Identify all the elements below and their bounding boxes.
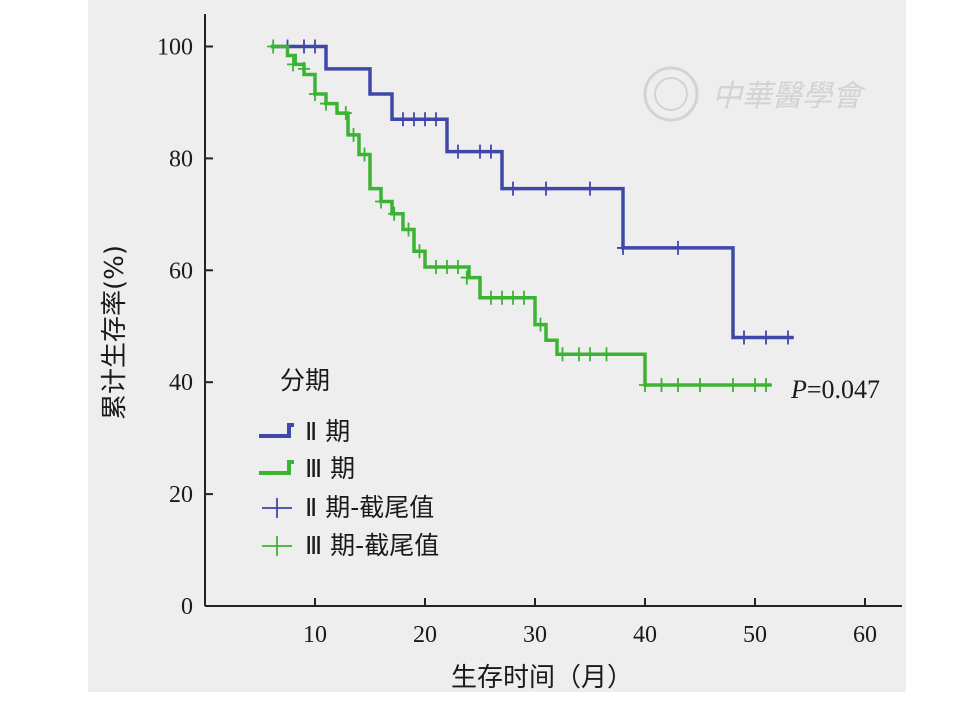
censor-mark: [672, 377, 684, 392]
censor-mark: [518, 290, 530, 305]
censor-mark: [474, 144, 486, 159]
series-stage2: [271, 39, 794, 345]
censor-mark: [573, 347, 585, 362]
censor-mark: [485, 290, 497, 305]
censor-mark: [584, 347, 596, 362]
legend-label-stage3-censored: Ⅲ 期-截尾值: [305, 531, 439, 560]
censor-mark: [402, 222, 415, 237]
y-axis-title: 累计生存率(%): [100, 245, 130, 420]
p-value-annotation: P=0.047: [790, 375, 880, 404]
watermark-text: 中華醫學會: [712, 79, 866, 114]
censor-mark: [430, 112, 442, 127]
censor-mark: [600, 347, 613, 362]
censor-mark: [298, 61, 310, 76]
x-axis-title: 生存时间（月）: [451, 663, 633, 693]
censor-mark: [262, 498, 292, 518]
x-tick-label: 10: [303, 622, 327, 648]
censor-mark: [507, 290, 519, 305]
legend-label-stage2: Ⅱ 期: [305, 417, 350, 446]
censor-mark: [309, 87, 321, 102]
censor-mark: [298, 39, 310, 54]
watermark-seal-icon: [643, 66, 699, 122]
x-tick-label: 40: [633, 622, 657, 648]
y-tick-label: 0: [181, 594, 193, 620]
x-tick-label: 50: [743, 622, 767, 648]
censor-mark: [694, 377, 706, 392]
legend: 分期 Ⅱ 期 Ⅲ 期 Ⅱ 期-截尾值 Ⅲ 期-截尾值: [259, 366, 439, 560]
censor-mark: [320, 96, 332, 111]
y-tick-label: 80: [169, 146, 193, 172]
censor-mark: [556, 347, 569, 362]
censor-mark: [485, 144, 497, 159]
y-tick-label: 40: [169, 370, 193, 396]
legend-censor-marker-stage3: [262, 536, 292, 556]
censor-mark: [441, 259, 453, 274]
censor-mark: [760, 377, 772, 392]
censor-mark: [639, 377, 651, 392]
censor-mark: [419, 112, 431, 127]
legend-swatch-stage2: [259, 423, 294, 438]
censor-mark: [727, 377, 739, 392]
censor-mark: [358, 147, 371, 162]
censor-mark: [413, 244, 426, 259]
legend-swatch-stage3: [259, 460, 294, 475]
censor-mark: [540, 181, 552, 196]
legend-censor-marker-stage2: [262, 498, 292, 518]
legend-label-stage3: Ⅲ 期: [305, 454, 355, 483]
censor-mark: [672, 240, 684, 255]
watermark-seal-inner: [654, 77, 688, 111]
x-tick-label: 30: [523, 622, 547, 648]
censor-mark: [267, 39, 280, 54]
legend-title: 分期: [280, 366, 330, 395]
p-value-symbol: P: [790, 375, 807, 404]
censor-mark: [309, 39, 321, 54]
censor-mark: [655, 377, 668, 392]
series-stage3: [267, 39, 772, 392]
censor-mark: [782, 330, 794, 345]
x-axis-ticks: 10 20 30 40 50 60: [303, 598, 877, 648]
censor-mark: [262, 536, 292, 556]
censor-mark: [452, 259, 464, 274]
censor-mark: [287, 57, 299, 72]
censor-mark: [534, 317, 547, 332]
censor-mark: [749, 377, 761, 392]
censor-mark: [584, 181, 596, 196]
censor-mark: [496, 290, 508, 305]
y-tick-label: 60: [169, 258, 193, 284]
x-tick-label: 60: [853, 622, 877, 648]
censor-mark: [507, 181, 519, 196]
censor-mark: [388, 206, 401, 221]
censor-mark: [408, 112, 420, 127]
censor-mark: [339, 106, 352, 121]
censor-mark: [452, 144, 464, 159]
censor-mark: [347, 127, 360, 142]
censor-mark: [460, 270, 473, 285]
x-tick-label: 20: [413, 622, 437, 648]
censor-mark: [760, 330, 772, 345]
y-axis-ticks: 0 20 40 60 80 100: [157, 35, 213, 620]
p-value-text: =0.047: [807, 375, 880, 404]
y-tick-label: 100: [157, 35, 193, 61]
legend-label-stage2-censored: Ⅱ 期-截尾值: [305, 493, 434, 522]
y-tick-label: 20: [169, 482, 193, 508]
censor-mark: [375, 194, 387, 209]
series-layer: [267, 39, 794, 392]
censor-mark: [738, 330, 750, 345]
censor-mark: [430, 259, 442, 274]
watermark: 中華醫學會: [643, 66, 866, 122]
censor-mark: [397, 112, 409, 127]
censor-mark: [617, 240, 629, 255]
plot-background: [88, 0, 906, 692]
